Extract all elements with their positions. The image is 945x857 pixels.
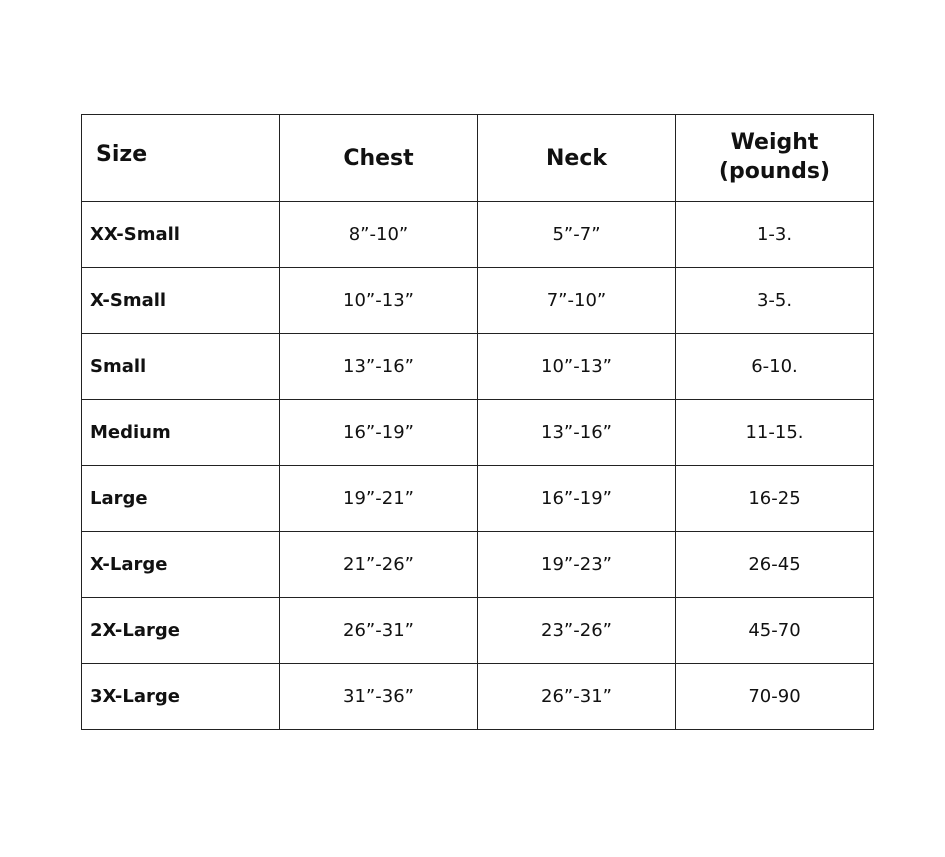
cell-weight: 26-45 [675,531,874,598]
cell-neck: 7”-10” [477,267,676,334]
cell-neck: 10”-13” [477,333,676,400]
table-row: X-Small 10”-13” 7”-10” 3-5. [81,267,874,334]
cell-weight: 45-70 [675,597,874,664]
header-chest: Chest [279,114,478,202]
header-size: Size [81,114,280,202]
cell-chest: 19”-21” [279,465,478,532]
cell-chest: 31”-36” [279,663,478,730]
cell-chest: 26”-31” [279,597,478,664]
cell-weight: 16-25 [675,465,874,532]
cell-size: Large [81,465,280,532]
cell-size: X-Small [81,267,280,334]
cell-chest: 21”-26” [279,531,478,598]
cell-neck: 5”-7” [477,201,676,268]
table-row: XX-Small 8”-10” 5”-7” 1-3. [81,201,874,268]
cell-chest: 10”-13” [279,267,478,334]
cell-chest: 16”-19” [279,399,478,466]
cell-size: 3X-Large [81,663,280,730]
table-row: Medium 16”-19” 13”-16” 11-15. [81,399,874,466]
header-weight: Weight (pounds) [675,114,874,202]
table-row: Small 13”-16” 10”-13” 6-10. [81,333,874,400]
cell-size: Medium [81,399,280,466]
table-row: 3X-Large 31”-36” 26”-31” 70-90 [81,663,874,730]
cell-chest: 13”-16” [279,333,478,400]
header-row: Size Chest Neck Weight (pounds) [81,114,874,202]
table-row: X-Large 21”-26” 19”-23” 26-45 [81,531,874,598]
cell-neck: 13”-16” [477,399,676,466]
header-neck: Neck [477,114,676,202]
table-row: Large 19”-21” 16”-19” 16-25 [81,465,874,532]
cell-size: Small [81,333,280,400]
cell-size: 2X-Large [81,597,280,664]
cell-size: X-Large [81,531,280,598]
cell-weight: 3-5. [675,267,874,334]
cell-size: XX-Small [81,201,280,268]
cell-weight: 70-90 [675,663,874,730]
cell-neck: 23”-26” [477,597,676,664]
cell-neck: 26”-31” [477,663,676,730]
cell-neck: 16”-19” [477,465,676,532]
cell-weight: 6-10. [675,333,874,400]
cell-weight: 1-3. [675,201,874,268]
cell-neck: 19”-23” [477,531,676,598]
cell-chest: 8”-10” [279,201,478,268]
size-chart-table: Size Chest Neck Weight (pounds) XX-Small 8… [81,114,874,730]
cell-weight: 11-15. [675,399,874,466]
table-row: 2X-Large 26”-31” 23”-26” 45-70 [81,597,874,664]
